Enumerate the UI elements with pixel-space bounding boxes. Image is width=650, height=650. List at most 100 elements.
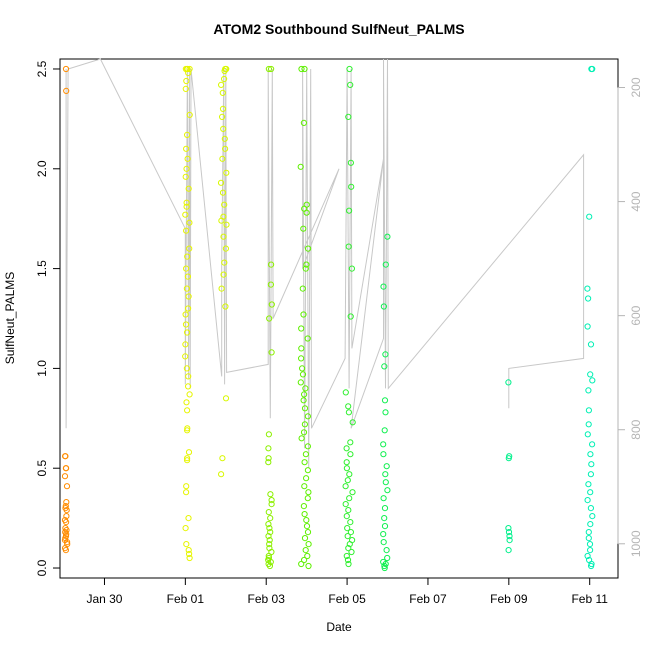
data-point	[185, 69, 192, 77]
data-point	[382, 471, 389, 478]
data-point	[585, 295, 592, 302]
data-point	[303, 209, 310, 216]
data-point	[220, 271, 227, 278]
data-point	[297, 379, 304, 386]
data-point	[186, 65, 193, 73]
data-point	[380, 451, 387, 458]
data-point	[265, 533, 272, 540]
data-point	[304, 443, 311, 450]
data-point	[586, 213, 593, 220]
data-point	[183, 541, 190, 548]
data-point	[185, 383, 192, 390]
y2-tick-label: 600	[629, 305, 643, 325]
data-point	[182, 211, 189, 218]
data-point	[183, 285, 190, 292]
data-point	[384, 554, 391, 562]
data-point	[304, 467, 311, 474]
data-point	[589, 441, 596, 448]
data-point	[342, 483, 349, 490]
data-point	[301, 556, 308, 564]
data-point	[222, 303, 229, 310]
data-point	[588, 65, 595, 73]
data-point	[345, 243, 352, 250]
data-point	[217, 179, 225, 186]
data-point	[183, 483, 190, 490]
y-axis-label: SulfNeut_PALMS	[3, 272, 17, 365]
data-point	[585, 529, 592, 536]
data-point	[301, 391, 308, 398]
data-point	[186, 111, 193, 119]
y-tick-label: 2.5	[35, 60, 49, 77]
data-point	[347, 313, 354, 320]
data-point	[186, 219, 193, 226]
data-point	[506, 533, 513, 540]
y-tick-label: 0.5	[35, 460, 49, 477]
data-point	[265, 552, 272, 560]
data-point	[505, 379, 512, 386]
data-point	[185, 305, 192, 312]
series-8	[584, 65, 596, 570]
data-point	[183, 265, 190, 272]
data-point	[298, 355, 305, 362]
trace-layer	[65, 58, 585, 469]
data-point	[298, 435, 305, 442]
data-point	[268, 497, 275, 504]
data-point	[585, 387, 592, 394]
x-tick-label: Feb 09	[490, 592, 528, 606]
data-point	[267, 515, 274, 522]
data-point	[182, 173, 189, 180]
data-point	[382, 409, 389, 416]
data-point	[265, 459, 272, 466]
data-point	[381, 505, 389, 512]
data-point	[584, 552, 591, 560]
data-point	[382, 261, 389, 268]
data-point	[343, 465, 350, 472]
x-tick-label: Feb 11	[571, 592, 608, 606]
data-point	[344, 477, 351, 484]
data-point	[63, 87, 70, 95]
data-point	[348, 183, 355, 190]
data-point	[182, 353, 189, 360]
data-point	[265, 455, 272, 462]
y2-axis: 200 400 600 800 1000	[617, 77, 643, 557]
series-5	[342, 65, 356, 568]
data-point	[266, 562, 273, 570]
data-point	[346, 495, 353, 502]
data-point	[349, 489, 356, 496]
data-point	[585, 535, 592, 542]
data-point	[298, 65, 305, 73]
data-point	[268, 261, 275, 268]
data-point	[184, 329, 191, 336]
data-point	[186, 245, 193, 252]
data-point	[301, 483, 308, 490]
data-point	[268, 349, 275, 356]
data-point	[61, 473, 69, 480]
data-point	[186, 550, 193, 558]
data-point	[382, 351, 389, 358]
data-point	[184, 131, 191, 138]
data-point	[380, 283, 387, 290]
plot-box	[59, 58, 619, 579]
data-point	[265, 65, 272, 73]
data-point	[300, 503, 307, 510]
data-point	[585, 407, 593, 414]
data-point	[62, 65, 70, 73]
data-point	[184, 407, 191, 414]
data-point	[300, 429, 308, 436]
data-point	[300, 119, 307, 127]
x-tick-label: Jan 30	[86, 592, 122, 606]
series-2	[217, 65, 230, 478]
data-point	[343, 445, 350, 452]
data-point	[381, 363, 388, 370]
data-point	[219, 105, 227, 113]
data-point	[266, 537, 273, 544]
data-point	[265, 508, 272, 516]
data-point	[584, 323, 591, 330]
y-tick-label: 2.0	[35, 160, 49, 177]
data-point	[219, 89, 226, 97]
data-point	[222, 395, 230, 402]
data-point	[219, 113, 226, 121]
data-point	[63, 507, 70, 514]
data-point	[505, 525, 512, 532]
data-point	[185, 449, 193, 456]
